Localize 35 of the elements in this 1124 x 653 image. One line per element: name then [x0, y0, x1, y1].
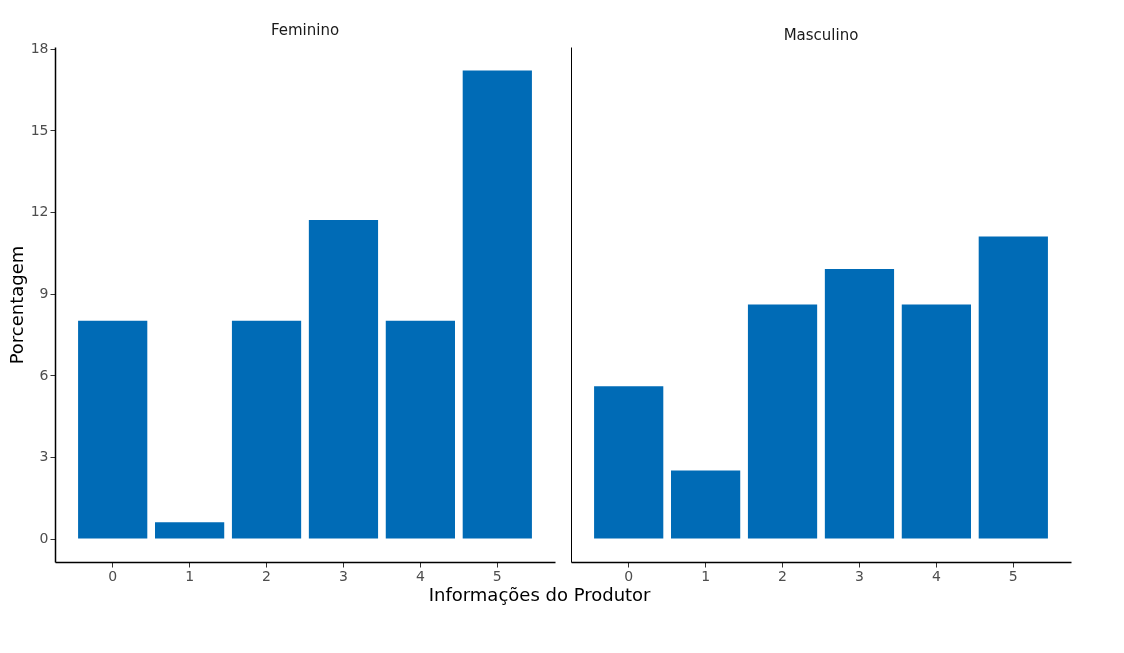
x-tick-label: 2	[262, 567, 271, 584]
x-tick-label: 4	[415, 567, 425, 584]
x-tick-label: 1	[701, 567, 711, 584]
y-tick-label: 0	[39, 530, 49, 547]
bar	[671, 470, 741, 539]
y-tick-label: 6	[39, 366, 49, 383]
y-axis-title: Porcentagem	[5, 245, 27, 365]
bar	[594, 386, 664, 539]
bar	[824, 269, 895, 539]
bar	[78, 320, 148, 539]
x-tick-label: 1	[185, 567, 195, 584]
x-tick-label: 5	[1008, 567, 1018, 584]
x-tick-label: 3	[339, 567, 348, 584]
bar	[231, 320, 302, 539]
x-tick-label: 2	[778, 567, 787, 584]
x-tick-label: 0	[108, 567, 118, 584]
y-tick-label: 9	[39, 285, 49, 302]
bar	[747, 304, 818, 539]
bar	[462, 70, 532, 539]
bar	[308, 220, 379, 539]
x-tick-label: 3	[855, 567, 864, 584]
y-tick-label: 3	[39, 448, 49, 465]
chart-title: Feminino	[270, 20, 340, 39]
x-tick-label: 4	[931, 567, 941, 584]
chart-title: Masculino	[783, 26, 859, 44]
bar	[978, 236, 1048, 539]
y-tick-label: 18	[30, 40, 49, 57]
x-tick-label: 5	[492, 567, 502, 584]
y-tick-label: 12	[30, 203, 49, 220]
x-tick-label: 0	[624, 567, 634, 584]
bar	[155, 522, 225, 539]
x-axis-title: Informações do Produtor	[428, 584, 652, 605]
bar	[901, 304, 971, 539]
bar	[385, 320, 455, 539]
y-tick-label: 15	[30, 121, 49, 138]
